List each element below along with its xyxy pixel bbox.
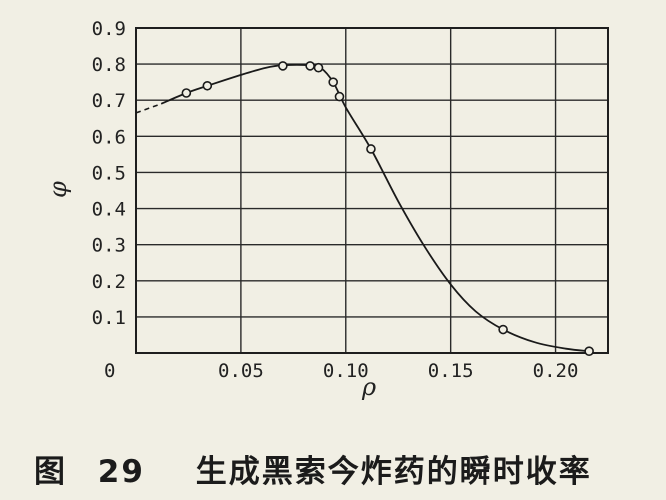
x-tick-label: 0.15 [428,360,474,382]
plot-frame [135,27,609,354]
y-tick-label: 0.6 [92,126,126,148]
data-point [278,61,288,71]
grid [136,27,608,353]
y-tick-label: 0.5 [92,162,126,184]
y-tick-label: 0.3 [92,235,126,257]
y-tick-label: 0.9 [92,18,126,40]
caption-figure-number: 29 [97,454,145,490]
data-point [313,62,324,73]
data-point [305,61,315,71]
x-axis-label: ρ [361,373,376,401]
y-tick-label: 0.4 [92,199,126,221]
y-tick-label: 0.7 [92,90,126,112]
tick-labels: 0 0.05 0.10 0.15 0.20 0.1 0.2 0.3 0.4 0.5 0.6 0.7 0.… [92,18,579,382]
data-point [334,91,345,102]
x-tick-label: 0.20 [533,360,579,382]
extrapolated-line [135,103,162,114]
data-point [366,144,376,154]
caption-title: 生成黑索今炸药的瞬时收率 [195,454,592,490]
data-point [202,80,213,91]
data-point [328,77,338,87]
y-tick-label: 0.8 [92,54,126,76]
x-tick-label: 0.10 [323,360,369,382]
figure-caption: 图 29 生成黑索今炸药的瞬时收率 [34,446,592,491]
data-point [498,324,508,335]
data-point [181,88,192,98]
data-point [584,346,594,356]
y-tick-label: 0.2 [92,271,126,293]
caption-figure-label: 图 [34,454,67,490]
x-tick-label: 0 [104,360,115,382]
y-tick-label: 0.1 [92,307,126,329]
data-series [135,61,594,356]
y-axis-label: φ [44,181,72,198]
x-tick-label: 0.05 [218,360,264,382]
